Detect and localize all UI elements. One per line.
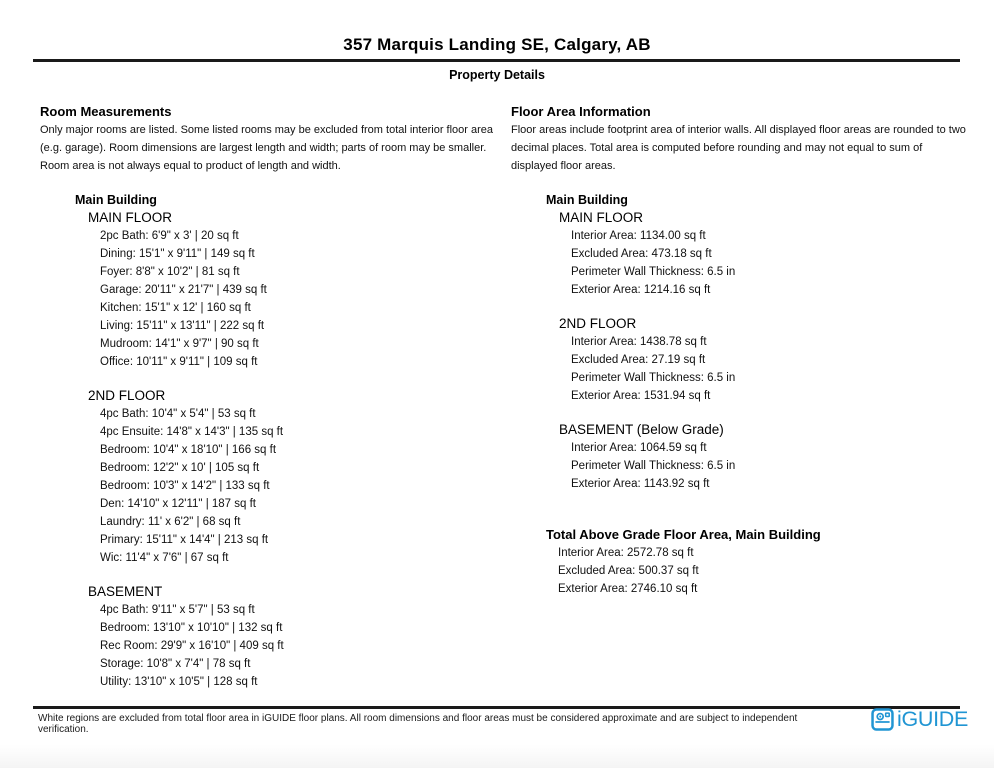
area-stat-line: Exterior Area: 1214.16 sq ft [571,284,711,296]
floor-name: BASEMENT (Below Grade) [559,422,724,437]
footer-divider [33,706,960,709]
floor-name: 2ND FLOOR [88,388,166,403]
area-stat-line: Perimeter Wall Thickness: 6.5 in [571,460,736,472]
room-measurement-line: Rec Room: 29'9" x 16'10" | 409 sq ft [100,640,284,652]
area-stat-line: Excluded Area: 473.18 sq ft [571,248,712,260]
floor-name: MAIN FLOOR [88,210,173,225]
floor-block: MAIN FLOOR Interior Area: 1134.00 sq ft … [559,209,971,299]
floor-area-section: Floor Area Information Floor areas inclu… [511,103,971,598]
total-stat-lines: Interior Area: 2572.78 sq ft Excluded Ar… [558,544,971,598]
area-stat-line: Interior Area: 1134.00 sq ft [571,230,706,242]
floor-block: BASEMENT 4pc Bath: 9'11" x 5'7" | 53 sq … [88,583,496,691]
area-stat-line: Perimeter Wall Thickness: 6.5 in [571,372,736,384]
room-measurements-section: Room Measurements Only major rooms are l… [40,103,496,691]
iguide-camera-icon [871,708,894,731]
floor-room-list: MAIN FLOOR 2pc Bath: 6'9" x 3' | 20 sq f… [75,209,496,691]
building-name: Main Building [546,193,628,207]
floor-block: MAIN FLOOR 2pc Bath: 6'9" x 3' | 20 sq f… [88,209,496,371]
room-measurements-heading: Room Measurements [40,104,172,119]
room-measurement-line: Laundry: 11' x 6'2" | 68 sq ft [100,516,241,528]
area-stat-lines: Interior Area: 1064.59 sq ft Perimeter W… [571,439,971,493]
room-measurement-line: Storage: 10'8" x 7'4" | 78 sq ft [100,658,251,670]
room-measurement-line: 4pc Ensuite: 14'8" x 14'3" | 135 sq ft [100,426,284,438]
floor-block: 2ND FLOOR 4pc Bath: 10'4" x 5'4" | 53 sq… [88,387,496,567]
page-subtitle: Property Details [449,68,545,82]
area-stat-line: Interior Area: 1438.78 sq ft [571,336,707,348]
floor-block: BASEMENT (Below Grade) Interior Area: 10… [559,421,971,493]
floor-name: 2ND FLOOR [559,316,637,331]
room-measurement-line: Garage: 20'11" x 21'7" | 439 sq ft [100,284,267,296]
floor-area-list: MAIN FLOOR Interior Area: 1134.00 sq ft … [546,209,971,493]
area-stat-line: Exterior Area: 1143.92 sq ft [571,478,710,490]
total-stat-line: Exterior Area: 2746.10 sq ft [558,583,698,595]
room-measurement-line: 4pc Bath: 10'4" x 5'4" | 53 sq ft [100,408,256,420]
building-name: Main Building [75,193,157,207]
room-measurement-line: Office: 10'11" x 9'11" | 109 sq ft [100,356,258,368]
total-above-grade-heading: Total Above Grade Floor Area, Main Build… [546,527,821,542]
room-measurement-line: Living: 15'11" x 13'11" | 222 sq ft [100,320,265,332]
area-stat-line: Excluded Area: 27.19 sq ft [571,354,706,366]
area-stat-lines: Interior Area: 1438.78 sq ft Excluded Ar… [571,333,971,405]
room-measurement-line: Bedroom: 10'3" x 14'2" | 133 sq ft [100,480,270,492]
floor-name: BASEMENT [88,584,163,599]
room-measurement-line: Foyer: 8'8" x 10'2" | 81 sq ft [100,266,240,278]
total-stat-line: Excluded Area: 500.37 sq ft [558,565,699,577]
total-stat-line: Interior Area: 2572.78 sq ft [558,547,694,559]
room-measurement-line: Den: 14'10" x 12'11" | 187 sq ft [100,498,256,510]
room-measurement-line: Dining: 15'1" x 9'11" | 149 sq ft [100,248,255,260]
room-lines: 4pc Bath: 10'4" x 5'4" | 53 sq ft 4pc En… [100,405,496,567]
room-measurement-line: Bedroom: 10'4" x 18'10" | 166 sq ft [100,444,277,456]
room-lines: 4pc Bath: 9'11" x 5'7" | 53 sq ft Bedroo… [100,601,496,691]
room-measurement-line: Utility: 13'10" x 10'5" | 128 sq ft [100,676,258,688]
iguide-logo-text: iGUIDE [897,707,969,731]
page-title: 357 Marquis Landing SE, Calgary, AB [343,35,651,54]
floor-area-description: Floor areas include footprint area of in… [511,124,966,172]
room-measurements-description: Only major rooms are listed. Some listed… [40,124,494,172]
area-stat-line: Perimeter Wall Thickness: 6.5 in [571,266,736,278]
room-measurement-line: 2pc Bath: 6'9" x 3' | 20 sq ft [100,230,239,242]
room-measurement-line: Mudroom: 14'1" x 9'7" | 90 sq ft [100,338,259,350]
iguide-logo: iGUIDE [871,707,968,732]
room-measurement-line: Kitchen: 15'1" x 12' | 160 sq ft [100,302,251,314]
room-measurement-line: Bedroom: 12'2" x 10' | 105 sq ft [100,462,260,474]
floor-area-building: Main Building MAIN FLOOR Interior Area: … [546,191,971,493]
area-stat-lines: Interior Area: 1134.00 sq ft Excluded Ar… [571,227,971,299]
footer-disclaimer: White regions are excluded from total fl… [38,713,798,735]
room-measurement-line: Wic: 11'4" x 7'6" | 67 sq ft [100,552,229,564]
area-stat-line: Interior Area: 1064.59 sq ft [571,442,707,454]
room-measurement-line: 4pc Bath: 9'11" x 5'7" | 53 sq ft [100,604,255,616]
title-divider [33,59,960,62]
room-measurements-building: Main Building MAIN FLOOR 2pc Bath: 6'9" … [75,191,496,691]
room-measurement-line: Bedroom: 13'10" x 10'10" | 132 sq ft [100,622,283,634]
floor-block: 2ND FLOOR Interior Area: 1438.78 sq ft E… [559,315,971,405]
floor-name: MAIN FLOOR [559,210,644,225]
area-stat-line: Exterior Area: 1531.94 sq ft [571,390,711,402]
page-bottom-shadow [0,744,994,768]
room-lines: 2pc Bath: 6'9" x 3' | 20 sq ft Dining: 1… [100,227,496,371]
floor-area-heading: Floor Area Information [511,104,651,119]
room-measurement-line: Primary: 15'11" x 14'4" | 213 sq ft [100,534,269,546]
total-above-grade-block: Total Above Grade Floor Area, Main Build… [546,526,971,598]
